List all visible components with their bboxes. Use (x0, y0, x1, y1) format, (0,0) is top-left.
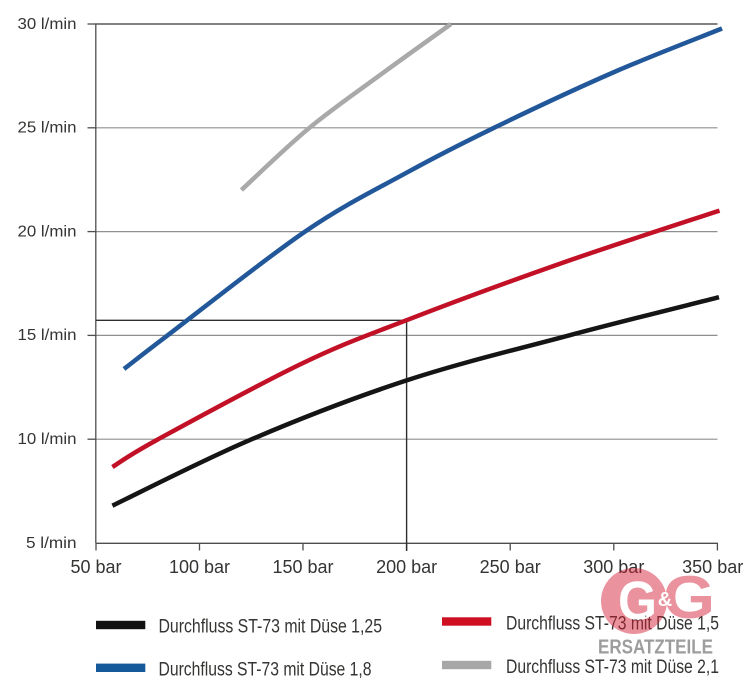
svg-text:G: G (663, 564, 715, 631)
svg-text:150 bar: 150 bar (272, 557, 333, 577)
svg-text:50 bar: 50 bar (70, 557, 121, 577)
svg-text:100 bar: 100 bar (169, 557, 230, 577)
svg-text:20 l/min: 20 l/min (18, 223, 77, 240)
svg-text:G: G (618, 570, 657, 632)
svg-text:15 l/min: 15 l/min (18, 327, 77, 344)
svg-text:Durchfluss ST-73 mit Düse 2,1: Durchfluss ST-73 mit Düse 2,1 (506, 657, 719, 678)
svg-text:300 bar: 300 bar (583, 557, 644, 577)
svg-text:Durchfluss ST-73 mit Düse 1,8: Durchfluss ST-73 mit Düse 1,8 (159, 659, 372, 680)
svg-text:10 l/min: 10 l/min (18, 431, 77, 448)
svg-text:30 l/min: 30 l/min (18, 16, 77, 33)
svg-text:250 bar: 250 bar (480, 557, 541, 577)
svg-text:5 l/min: 5 l/min (26, 535, 77, 552)
svg-text:Durchfluss ST-73 mit Düse 1,25: Durchfluss ST-73 mit Düse 1,25 (159, 617, 383, 638)
svg-text:350 bar: 350 bar (682, 557, 743, 577)
svg-text:25 l/min: 25 l/min (18, 120, 77, 137)
svg-text:200 bar: 200 bar (376, 557, 437, 577)
svg-text:&: & (658, 589, 672, 611)
svg-text:ERSATZTEILE: ERSATZTEILE (598, 637, 713, 659)
svg-text:Durchfluss ST-73 mit Düse 1,5: Durchfluss ST-73 mit Düse 1,5 (506, 613, 719, 634)
